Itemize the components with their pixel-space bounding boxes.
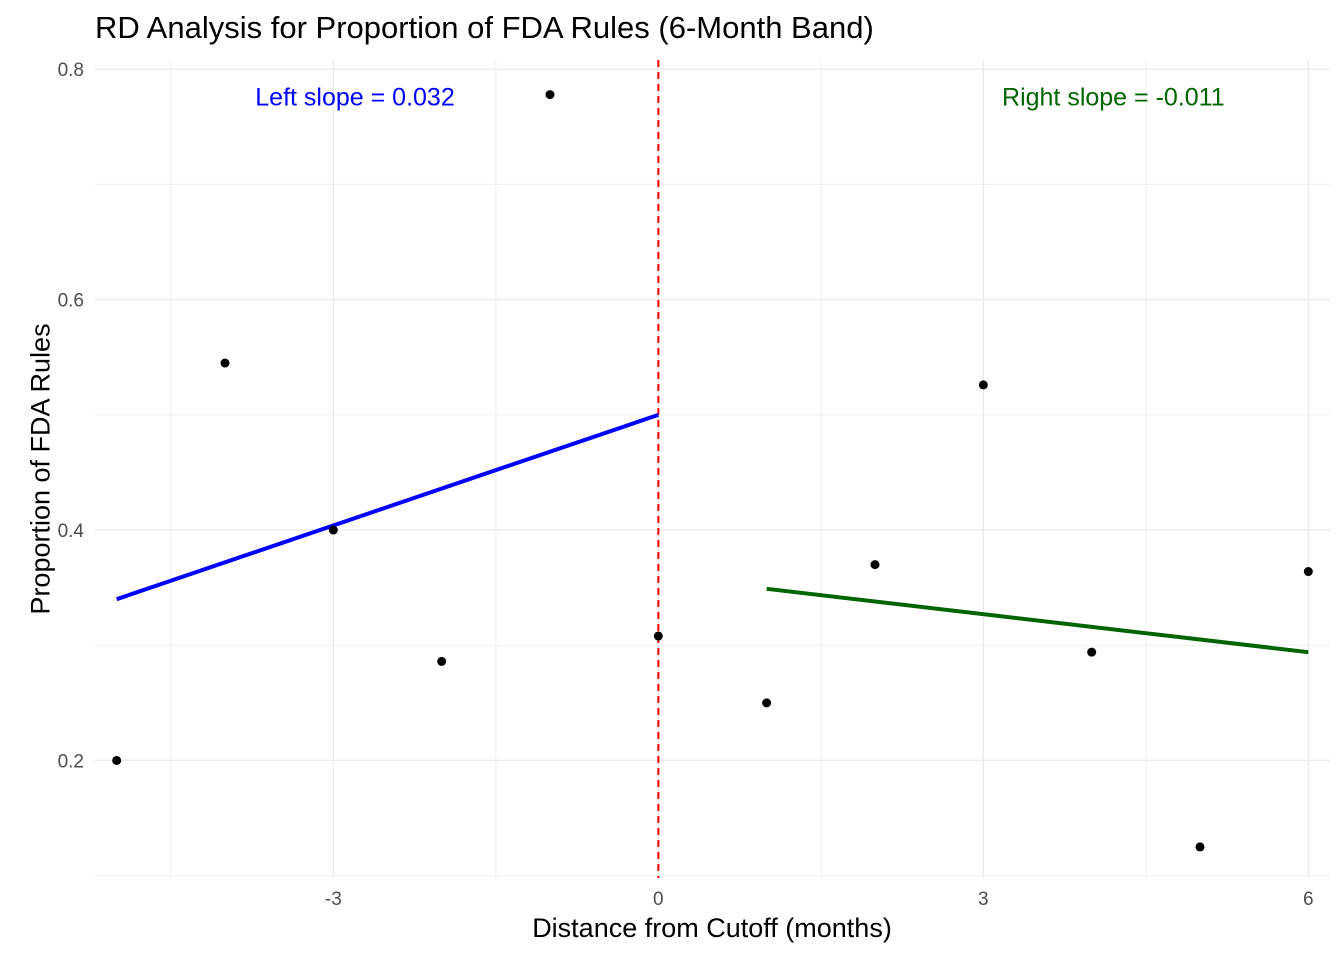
data-point [437, 656, 447, 666]
x-tick-label: 6 [1303, 889, 1314, 910]
y-tick-label: 0.4 [58, 521, 85, 542]
x-tick-label: -3 [325, 889, 342, 910]
data-point [762, 698, 772, 708]
data-point [545, 90, 555, 100]
left-fit-line [116, 412, 659, 602]
y-tick-label: 0.6 [58, 291, 84, 312]
y-tick-label: 0.2 [58, 751, 84, 772]
data-point [1303, 567, 1313, 577]
y-axis-label: Proportion of FDA Rules [25, 323, 56, 615]
x-tick-label: 0 [653, 889, 664, 910]
data-point [978, 380, 988, 390]
x-axis-label: Distance from Cutoff (months) [532, 913, 892, 943]
right-slope-label: Right slope = -0.011 [1002, 84, 1225, 112]
x-tick-label: 3 [978, 889, 989, 910]
left-slope-label: Left slope = 0.032 [255, 84, 454, 112]
data-point [870, 560, 880, 570]
data-point [328, 525, 338, 535]
y-tick-label: 0.8 [58, 60, 84, 81]
data-point [220, 358, 230, 368]
chart-title: RD Analysis for Proportion of FDA Rules … [95, 10, 874, 45]
data-point [112, 755, 122, 765]
right-fit-line [766, 586, 1309, 655]
data-point [1087, 647, 1097, 657]
data-point [653, 631, 663, 641]
data-point [1195, 842, 1205, 852]
